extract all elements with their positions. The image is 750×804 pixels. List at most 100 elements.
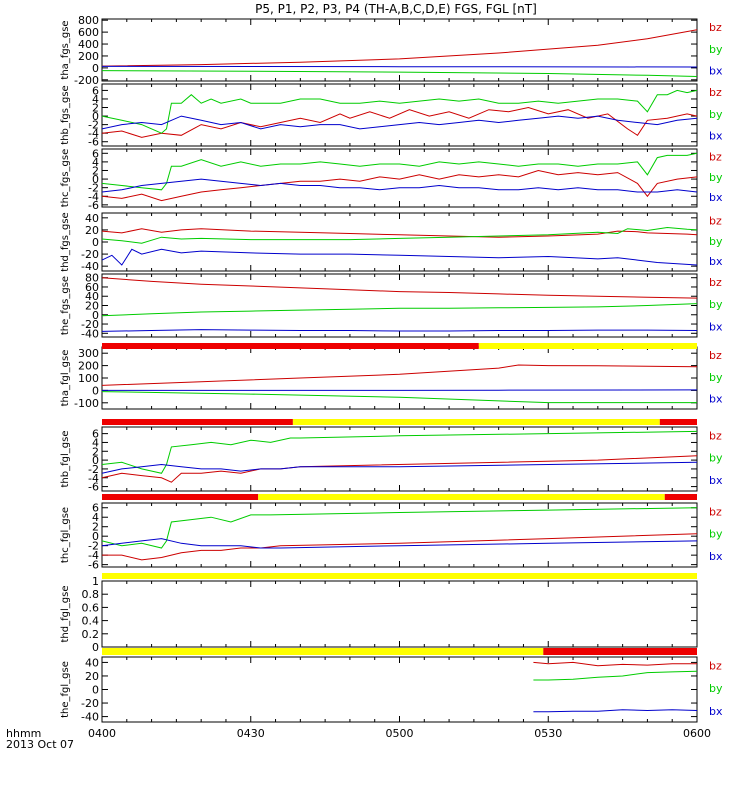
panel-frame (101, 212, 698, 272)
y-tick-label: 300 (78, 347, 99, 360)
legend-label-bx: bx (709, 392, 723, 405)
legend-label-bz: bz (709, 276, 722, 289)
legend-label-by: by (709, 682, 723, 695)
mode-bar-segment (659, 419, 697, 425)
y-tick-label: -20 (81, 248, 99, 261)
y-tick-label: 20 (85, 300, 99, 313)
y-tick-label: -4 (88, 127, 99, 140)
y-axis-label: thb_fgs_gse (60, 85, 71, 144)
y-tick-label: -100 (74, 397, 99, 410)
y-tick-label: 40 (85, 290, 99, 303)
y-tick-label: 60 (85, 281, 99, 294)
y-tick-label: 0 (92, 454, 99, 467)
y-tick-label: 0.8 (82, 588, 100, 601)
legend-label-bx: bx (709, 705, 723, 718)
y-axis-label: thc_fgl_gse (60, 507, 71, 563)
y-tick-label: 40 (85, 212, 99, 225)
series-line-by (101, 226, 698, 244)
y-tick-label: 6 (92, 428, 99, 441)
mode-bar-segment (664, 494, 697, 500)
y-tick-label: 6 (92, 147, 99, 160)
legend-label-by: by (709, 371, 723, 384)
series-line-by (101, 303, 698, 317)
panel-frame (101, 426, 698, 492)
y-tick-label: -4 (88, 472, 99, 485)
y-axis-label: thb_fgl_gse (60, 431, 71, 488)
mode-bar-segment (478, 343, 697, 349)
mode-bars (102, 343, 697, 655)
y-tick-label: 100 (78, 372, 99, 385)
y-tick-label: -40 (81, 260, 99, 273)
series-line-bz (101, 364, 698, 386)
series-line-by (101, 391, 697, 404)
y-tick-label: 40 (85, 656, 99, 669)
series-line-bz (102, 533, 698, 561)
x-tick-label: 0430 (237, 727, 265, 740)
legend-label-bz: bz (709, 21, 722, 34)
legend-label-bx: bx (709, 64, 723, 77)
time-axis: 0400 0430 0500 0530 0600 (88, 727, 711, 740)
y-tick-label: 20 (85, 670, 99, 683)
y-tick-label: -6 (88, 136, 99, 149)
y-tick-label: 0 (92, 62, 99, 75)
y-tick-label: 6 (92, 84, 99, 97)
y-axis-label: thc_fgs_gse (60, 149, 71, 208)
y-tick-label: 800 (78, 14, 99, 27)
series-line-by (101, 152, 698, 191)
legend-label-bz: bz (709, 659, 722, 672)
mode-bar-segment (102, 494, 259, 500)
legend-label-bx: bx (709, 474, 723, 487)
panel-frame (101, 656, 698, 723)
series-line-bx (101, 329, 698, 332)
mode-bar-segment (543, 648, 697, 655)
y-tick-label: -6 (88, 481, 99, 494)
y-tick-label: -4 (88, 190, 99, 203)
legend-label-bx: bx (709, 550, 723, 563)
panel-thd_fgl_gse: 00.20.40.60.81 thd_fgl_gse (60, 575, 698, 654)
series-line-by (101, 89, 698, 134)
x-tick-label: 0400 (88, 727, 116, 740)
y-tick-label: 200 (78, 50, 99, 63)
y-tick-label: -20 (81, 318, 99, 331)
y-tick-label: 0 (92, 684, 99, 697)
y-tick-label: 4 (92, 156, 99, 169)
y-tick-label: 0 (92, 641, 99, 654)
panel-frame (101, 580, 698, 648)
figure-title: P5, P1, P2, P3, P4 (TH-A,B,C,D,E) FGS, F… (255, 2, 537, 16)
series-line-by (101, 70, 698, 77)
series-line-bz (101, 169, 698, 202)
y-tick-label: 2 (92, 164, 99, 177)
y-tick-label: -2 (88, 540, 99, 553)
y-tick-label: 20 (85, 224, 99, 237)
y-tick-label: 4 (92, 511, 99, 524)
series-line-by (533, 670, 698, 681)
legend-label-by: by (709, 528, 723, 541)
y-axis-label: tha_fgl_gse (60, 350, 71, 407)
legend-label-bz: bz (709, 151, 722, 164)
mode-bar-segment (102, 573, 697, 579)
series-line-by (101, 507, 698, 549)
mode-bar-segment (102, 419, 293, 425)
y-tick-label: -2 (88, 119, 99, 132)
y-tick-label: 2 (92, 521, 99, 534)
x-tick-label: 0600 (683, 727, 711, 740)
y-tick-label: 80 (85, 272, 99, 285)
legend-label-by: by (709, 43, 723, 56)
y-tick-label: 0 (92, 384, 99, 397)
y-tick-label: 0 (92, 173, 99, 186)
legend-label-bx: bx (709, 320, 723, 333)
series-line-bz (101, 29, 698, 67)
legend-label-bz: bz (709, 349, 722, 362)
series-line-bx (101, 248, 698, 266)
legend-label-bx: bx (709, 129, 723, 142)
legend-label-bz: bz (709, 86, 722, 99)
date-label: 2013 Oct 07 (6, 738, 74, 751)
